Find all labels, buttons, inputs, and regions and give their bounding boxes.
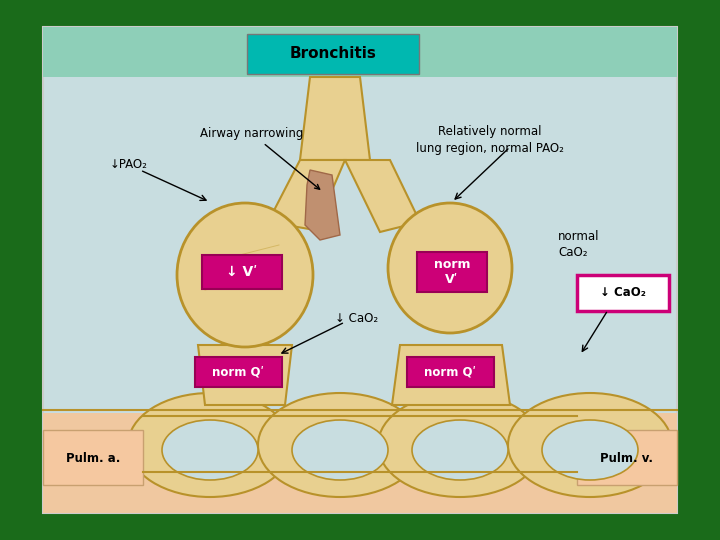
Bar (43, 430, 143, 485)
Text: ↓ CaO₂: ↓ CaO₂ (600, 287, 646, 300)
Polygon shape (198, 345, 292, 405)
Ellipse shape (388, 203, 512, 333)
FancyBboxPatch shape (417, 252, 487, 292)
Bar (43, 27, 677, 77)
Polygon shape (392, 345, 510, 405)
Text: ↓PAO₂: ↓PAO₂ (110, 159, 148, 172)
Text: norm
Vʹ: norm Vʹ (433, 258, 470, 286)
Text: ↓ CaO₂: ↓ CaO₂ (335, 312, 378, 325)
Text: norm Qʹ: norm Qʹ (212, 366, 264, 379)
Bar (143, 416, 577, 472)
Polygon shape (300, 77, 370, 160)
Ellipse shape (128, 393, 292, 497)
FancyBboxPatch shape (194, 357, 282, 387)
FancyBboxPatch shape (407, 357, 493, 387)
FancyBboxPatch shape (577, 275, 669, 311)
Bar (43, 27, 677, 513)
Ellipse shape (177, 203, 313, 347)
Polygon shape (268, 160, 345, 230)
Ellipse shape (292, 420, 388, 480)
Text: normal
CaO₂: normal CaO₂ (558, 231, 600, 260)
Bar (43, 413, 677, 513)
Text: Pulm. v.: Pulm. v. (600, 451, 654, 464)
Bar (577, 430, 677, 485)
Ellipse shape (258, 393, 422, 497)
FancyBboxPatch shape (247, 34, 419, 74)
Ellipse shape (542, 420, 638, 480)
Text: Relatively normal
lung region, normal PAO₂: Relatively normal lung region, normal PA… (416, 125, 564, 155)
Ellipse shape (508, 393, 672, 497)
Text: Pulm. a.: Pulm. a. (66, 451, 120, 464)
FancyBboxPatch shape (202, 255, 282, 289)
Polygon shape (305, 170, 340, 240)
Text: Airway narrowing: Airway narrowing (200, 127, 320, 189)
Text: ↓ Vʹ: ↓ Vʹ (226, 265, 258, 279)
Ellipse shape (162, 420, 258, 480)
Ellipse shape (412, 420, 508, 480)
Text: Bronchitis: Bronchitis (289, 46, 377, 62)
Polygon shape (345, 160, 420, 232)
Ellipse shape (378, 393, 542, 497)
Text: norm Qʹ: norm Qʹ (424, 366, 476, 379)
